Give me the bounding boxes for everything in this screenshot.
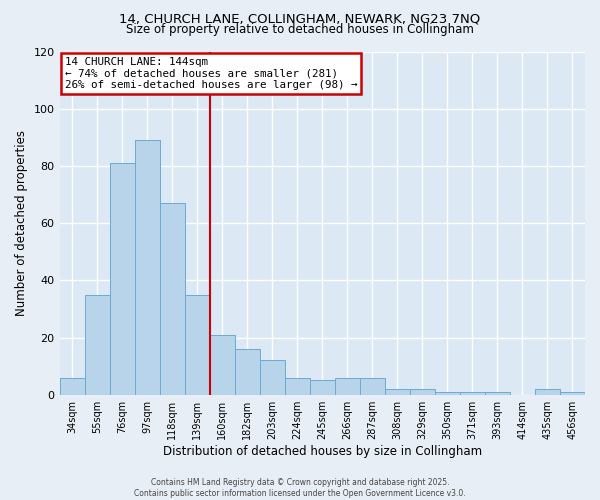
Bar <box>310 380 335 394</box>
Bar <box>535 389 560 394</box>
Bar <box>435 392 460 394</box>
Bar <box>110 163 134 394</box>
Text: 14, CHURCH LANE, COLLINGHAM, NEWARK, NG23 7NQ: 14, CHURCH LANE, COLLINGHAM, NEWARK, NG2… <box>119 12 481 26</box>
Bar <box>185 294 209 394</box>
Bar <box>335 378 360 394</box>
Bar <box>160 203 185 394</box>
Bar <box>485 392 510 394</box>
Bar <box>560 392 585 394</box>
X-axis label: Distribution of detached houses by size in Collingham: Distribution of detached houses by size … <box>163 444 482 458</box>
Bar <box>285 378 310 394</box>
Bar <box>410 389 435 394</box>
Bar <box>85 294 110 394</box>
Bar <box>385 389 410 394</box>
Bar <box>460 392 485 394</box>
Text: 14 CHURCH LANE: 144sqm
← 74% of detached houses are smaller (281)
26% of semi-de: 14 CHURCH LANE: 144sqm ← 74% of detached… <box>65 56 357 90</box>
Bar <box>235 349 260 395</box>
Text: Size of property relative to detached houses in Collingham: Size of property relative to detached ho… <box>126 22 474 36</box>
Bar <box>59 378 85 394</box>
Bar <box>134 140 160 394</box>
Bar <box>260 360 285 394</box>
Bar <box>209 334 235 394</box>
Text: Contains HM Land Registry data © Crown copyright and database right 2025.
Contai: Contains HM Land Registry data © Crown c… <box>134 478 466 498</box>
Y-axis label: Number of detached properties: Number of detached properties <box>15 130 28 316</box>
Bar <box>360 378 385 394</box>
